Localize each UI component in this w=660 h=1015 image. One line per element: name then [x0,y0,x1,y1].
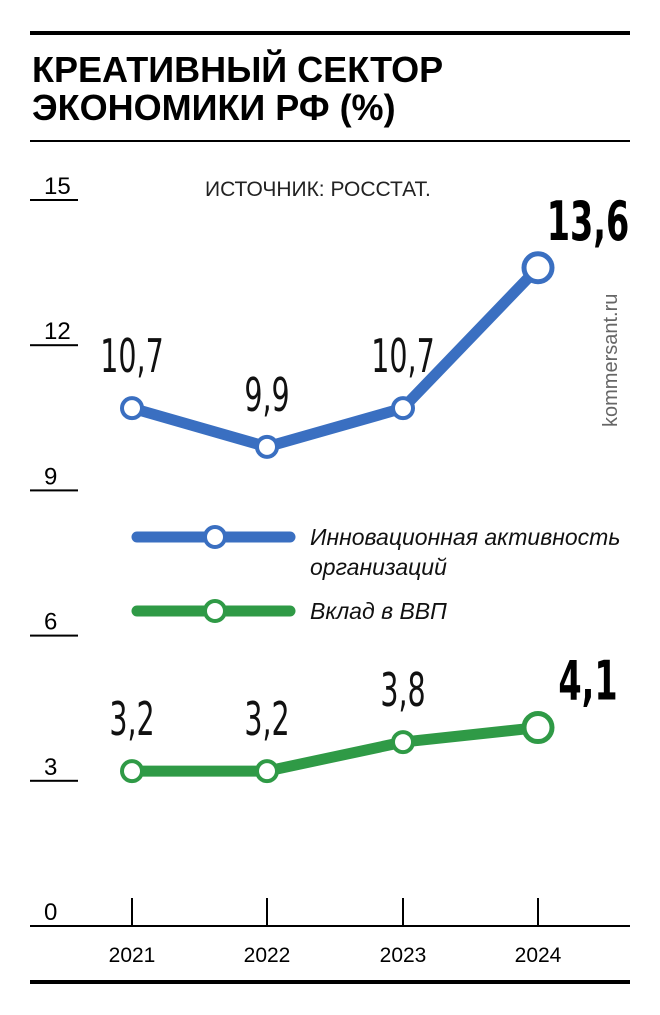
data-point [391,730,415,755]
y-tick-line [30,489,78,492]
y-tick-label: 6 [44,609,57,636]
series-layer: 10,7 9,9 10,7 13,6 3,2 3,2 3,8 4,1 [100,189,630,784]
data-label: 4,1 [558,649,617,713]
y-tick-label: 9 [44,463,57,490]
data-point [391,396,415,421]
bottom-rule [30,980,630,984]
data-point [521,251,555,285]
x-tick-line [537,898,539,926]
top-rule [30,31,630,35]
data-label: 10,7 [100,330,163,384]
y-tick-label: 15 [44,173,71,200]
data-label: 9,9 [244,369,289,423]
x-axis-line [30,925,630,927]
data-point [255,434,279,459]
x-tick-line [402,898,404,926]
data-point [120,759,144,784]
chart-title-line-1: КРЕАТИВНЫЙ СЕКТОР [32,48,443,90]
y-tick-line [30,634,78,637]
x-tick-line [131,898,133,926]
legend-label: Вклад в ВВП [310,598,447,624]
legend-swatch-point [203,525,227,549]
legend-label: Инновационная активность [310,524,620,550]
chart-title-line-2: ЭКОНОМИКИ РФ (%) [32,87,396,128]
series-line [126,722,544,777]
y-tick-label: 0 [44,899,57,926]
y-tick-line [30,779,78,782]
legend-label: организаций [310,554,447,580]
data-point [255,759,279,784]
title-rule [30,140,630,142]
y-tick-line [30,344,78,347]
legend: Инновационная активность организаций Вклад… [131,524,620,624]
data-point [120,396,144,421]
data-label: 10,7 [371,330,434,384]
data-point [521,711,555,745]
source-note: ИСТОЧНИК: РОССТАТ. [205,178,431,201]
series-line [126,262,544,453]
data-label: 3,2 [109,693,154,747]
data-label: 3,2 [244,693,289,747]
x-tick-line [266,898,268,926]
data-label: 13,6 [547,189,630,253]
x-tick-label: 2022 [244,944,291,967]
x-tick-label: 2024 [515,944,562,967]
legend-swatch-point [203,599,227,623]
x-tick-label: 2021 [109,944,156,967]
y-tick-label: 3 [44,754,57,781]
y-tick-line [30,199,78,201]
y-axis: 0 3 6 9 12 15 2021 2022 2023 2024 [30,173,630,967]
data-label: 3,8 [380,664,425,718]
y-tick-label: 12 [44,318,71,345]
x-tick-label: 2023 [380,944,427,967]
credit-text: kommersant.ru [600,294,622,427]
